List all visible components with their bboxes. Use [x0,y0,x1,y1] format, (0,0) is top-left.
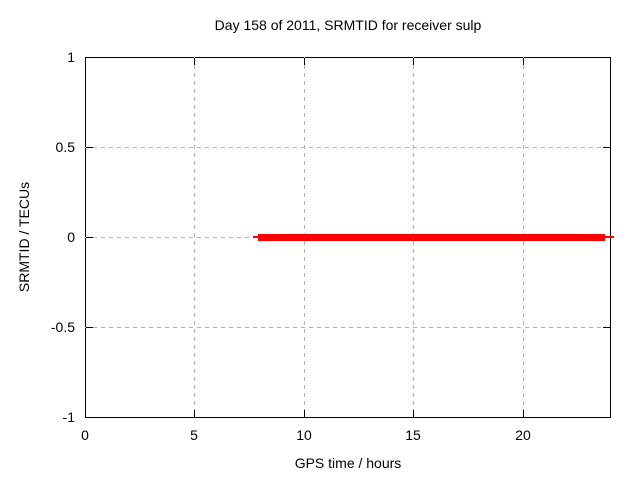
y-tick-label: -0.5 [50,319,75,335]
x-tick-top [85,58,86,65]
x-tick-label: 20 [515,427,531,443]
x-tick-label: 10 [296,427,312,443]
y-tick-label: 0.5 [55,139,75,155]
x-tick-bottom [85,410,86,417]
chart-title: Day 158 of 2011, SRMTID for receiver sul… [214,17,482,33]
x-tick-top [194,58,195,65]
y-tick-right [603,147,610,148]
x-tick-top [304,58,305,65]
y-tick-left [86,147,93,148]
h-gridline [85,147,610,148]
y-tick-label: 0 [67,229,75,245]
y-tick-left [86,57,93,58]
y-tick-right [603,327,610,328]
x-tick-label: 15 [405,427,421,443]
x-tick-label: 0 [81,427,89,443]
y-tick-label: 1 [67,49,75,65]
y-tick-label: -1 [62,409,75,425]
y-tick-right [603,57,610,58]
x-tick-bottom [413,410,414,417]
y-tick-left [86,237,93,238]
x-tick-bottom [523,410,524,417]
x-tick-top [523,58,524,65]
h-gridline [85,327,610,328]
x-tick-bottom [194,410,195,417]
x-axis-label: GPS time / hours [294,455,402,471]
x-tick-label: 5 [190,427,198,443]
x-tick-top [413,58,414,65]
series-data-line [258,234,605,241]
y-tick-left [86,417,93,418]
x-tick-bottom [304,410,305,417]
y-tick-right [603,417,610,418]
y-tick-left [86,327,93,328]
